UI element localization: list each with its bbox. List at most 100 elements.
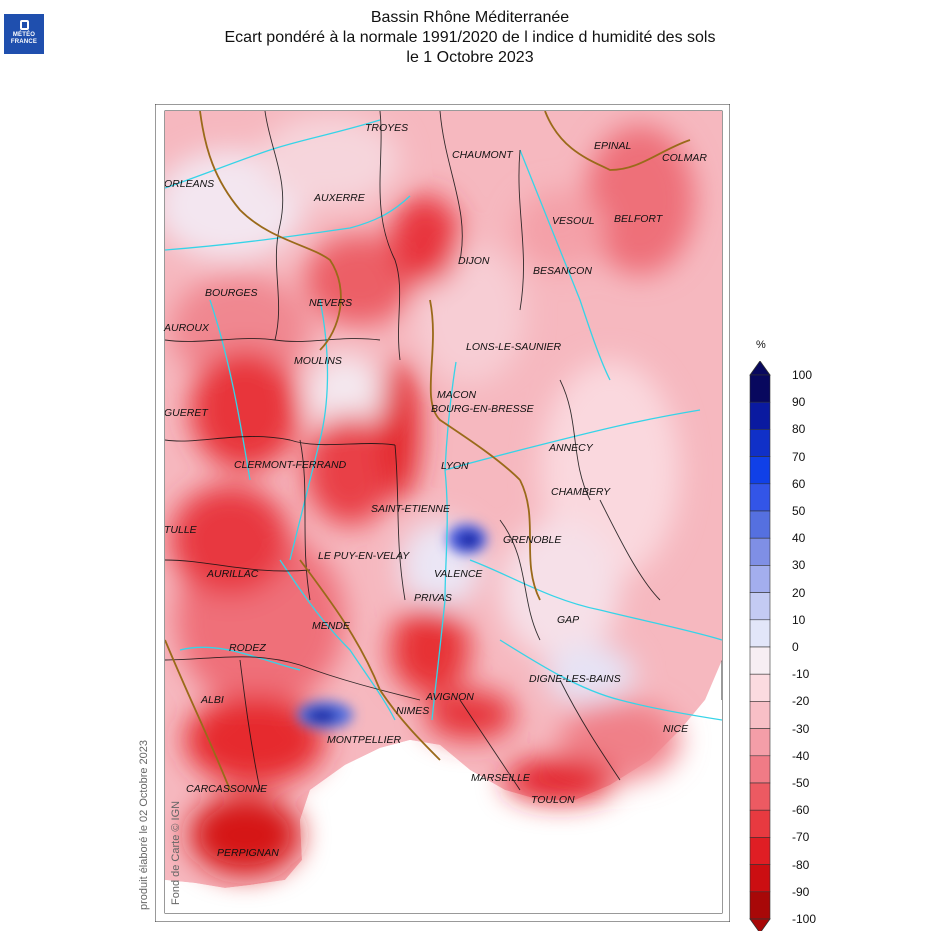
legend-tick-label: -70 [792,830,810,845]
title-line2: Ecart pondéré à la normale 1991/2020 de … [224,29,716,46]
legend-tick-label: -20 [792,694,810,709]
legend-colorbar [749,361,771,931]
legend-swatch [749,782,771,811]
legend-arrow-down-icon [749,918,771,931]
legend-tick-label: -100 [792,912,817,926]
title-line3: le 1 Octobre 2023 [406,49,534,66]
city-label: DIJON [458,255,490,267]
base-map-credit: Fond de Carte © IGN [170,800,182,905]
legend-swatch [749,429,771,457]
city-label: CLERMONT-FERRAND [234,459,347,471]
color-legend: % 100 90 80 70 60 50 40 30 20 10 0 -10 -20 -30 -40 -50-… [740,335,860,935]
city-label: NIMES [396,705,429,717]
legend-swatch [749,592,771,621]
city-label: CARCASSONNE [186,783,268,795]
legend-tick-label: 10 [792,612,806,627]
city-label: NEVERS [309,297,352,309]
city-label: DIGNE-LES-BAINS [529,673,621,685]
legend-tick-label: 30 [792,558,806,573]
city-label: MOULINS [294,355,342,367]
city-label: RODEZ [229,642,266,654]
legend-swatch [749,891,771,920]
city-label: LE PUY-EN-VELAY [318,550,410,562]
logo-emblem-icon [19,20,29,30]
city-label: TULLE [164,524,198,536]
legend-swatch [749,809,771,838]
city-label: CHAUMONT [452,149,514,161]
city-label: GAP [557,614,579,626]
city-label: BOURG-EN-BRESSE [431,403,535,415]
production-date: produit élaboré le 02 Octobre 2023 [138,739,150,910]
rivers [165,119,722,721]
city-label: LYON [441,460,469,472]
city-label: ORLEANS [164,178,214,190]
legend-swatch [749,401,771,430]
sea-area [165,700,722,913]
city-label: MACON [437,389,477,401]
legend-swatch [749,619,771,648]
legend-swatch [749,673,771,702]
legend-tick-label: 0 [792,640,799,654]
legend-arrow-up-icon [749,361,771,376]
city-label: LONS-LE-SAUNIER [466,341,562,353]
wet-anomalies [297,524,487,729]
legend-swatch [749,374,771,403]
regional-boundaries [165,111,691,791]
department-boundaries [165,111,661,791]
city-label: TOULON [531,794,575,806]
city-label: NICE [663,723,689,735]
legend-swatch [749,755,771,784]
city-label: GRENOBLE [503,534,562,546]
legend-tick-label: -50 [792,776,810,790]
city-label: ALBI [200,694,224,706]
city-label: VALENCE [434,568,483,580]
legend-swatch [749,537,771,566]
legend-tick-label: 20 [792,585,806,600]
legend-swatch [749,864,771,893]
legend-tick-label: -60 [792,803,810,818]
city-label: MENDE [312,620,351,632]
legend-tick-label: -90 [792,884,810,899]
city-label: TROYES [365,122,408,134]
city-label: AURILLAC [206,568,259,580]
legend-swatch [749,510,771,539]
city-label: GUERET [164,407,209,419]
legend-tick-label: -40 [792,748,810,763]
city-label: BOURGES [205,287,258,299]
legend-swatch [749,837,771,865]
meteo-france-logo: MÉTÉO FRANCE [4,14,44,54]
legend-tick-label: 70 [792,449,806,464]
legend-tick-label: 90 [792,395,806,410]
legend-tick-label: -10 [792,667,810,682]
logo-line2: FRANCE [10,39,38,45]
city-label: BELFORT [614,213,664,225]
legend-swatch [749,728,771,757]
city-label: SAINT-ETIENNE [371,503,451,515]
city-label: PERPIGNAN [217,847,279,859]
legend-tick-label: -80 [792,857,810,872]
title-line1: Bassin Rhône Méditerranée [370,9,570,26]
city-label: MARSEILLE [471,772,531,784]
legend-tick-label: 100 [792,368,813,382]
legend-unit: % [756,339,766,351]
legend-swatch [749,456,771,485]
city-label: AVIGNON [425,691,474,703]
city-labels: TROYES CHAUMONT EPINAL COLMAR ORLEANS AUXERRE… [163,122,707,859]
legend-tick-label: 80 [792,422,806,437]
city-label: MONTPELLIER [327,734,402,746]
legend-tick-label: 50 [792,504,806,518]
legend-swatch [749,565,771,593]
anomaly-field [165,115,695,875]
map-titles: Bassin Rhône Méditerranée Ecart pondéré … [140,8,800,68]
soil-humidity-map: TROYES CHAUMONT EPINAL COLMAR ORLEANS AUXERRE… [155,104,730,922]
legend-swatch [749,701,771,729]
city-label: CHAMBERY [551,486,611,498]
city-label: ANNECY [548,442,594,454]
city-label: COLMAR [662,152,707,164]
map-credits: produit élaboré le 02 Octobre 2023 Fond … [138,700,182,910]
city-label: PRIVAS [414,592,452,604]
legend-swatch [749,646,771,675]
legend-tick-label: -30 [792,721,810,736]
city-label: EPINAL [594,140,632,152]
logo-line1: MÉTÉO [12,32,36,38]
